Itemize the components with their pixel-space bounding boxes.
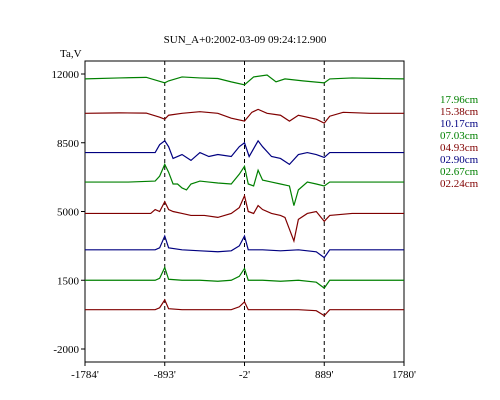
legend-item: 02.67cm	[440, 166, 479, 178]
y-tick-label: -2000	[53, 344, 79, 356]
y-tick-label: 1500	[57, 275, 80, 287]
legend-item: 17.96cm	[440, 94, 479, 106]
series-line-3	[85, 162, 404, 206]
series-line-1	[84, 108, 404, 124]
legend: 17.96cm15.38cm10.17cm07.03cm04.93cm02.90…	[440, 94, 479, 190]
legend-item: 15.38cm	[440, 106, 479, 118]
legend-item: 02.90cm	[440, 154, 479, 166]
series-line-4	[85, 193, 404, 244]
y-axis-label: Ta,V	[60, 48, 82, 60]
chart-title: SUN_A+0:2002-03-09 09:24:12.900	[164, 34, 327, 46]
series-line-7	[85, 298, 404, 317]
legend-item: 10.17cm	[440, 118, 479, 130]
y-tick-label: 8500	[57, 138, 80, 150]
legend-item: 07.03cm	[440, 130, 479, 142]
x-tick-label: -1784'	[71, 369, 99, 381]
x-tick-label: 1780'	[392, 369, 416, 381]
vertical-markers	[164, 61, 325, 362]
legend-item: 04.93cm	[440, 142, 479, 154]
y-tick-label: 12000	[52, 69, 80, 81]
x-tick-label: -893'	[154, 369, 176, 381]
y-axis-ticks: 12000 8500 5000 1500 -2000	[52, 69, 85, 356]
series-lines	[84, 74, 405, 317]
y-tick-label: 5000	[57, 207, 80, 219]
x-axis-ticks: -1784' -893' -2' 889' 1780'	[71, 362, 416, 381]
series-line-5	[85, 234, 404, 259]
series-line-0	[84, 74, 405, 86]
series-line-2	[85, 139, 404, 166]
series-line-6	[85, 265, 404, 289]
legend-item: 02.24cm	[440, 178, 479, 190]
x-tick-label: -2'	[239, 369, 250, 381]
x-tick-label: 889'	[315, 369, 334, 381]
